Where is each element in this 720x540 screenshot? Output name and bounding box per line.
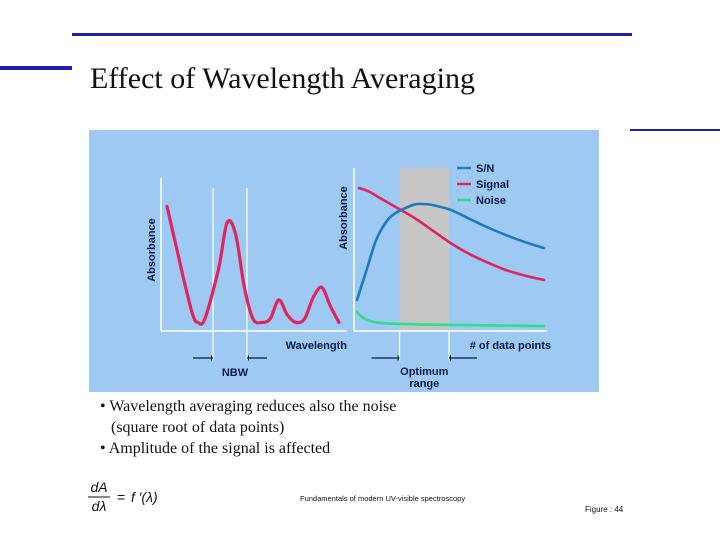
spectrum-line xyxy=(165,204,341,326)
nbw-arrowhead-right xyxy=(247,354,249,362)
right-rule xyxy=(630,129,720,131)
left-x-axis-label: Wavelength xyxy=(286,340,348,352)
optimum-label-line: range xyxy=(409,378,439,390)
left-y-axis-label: Absorbance xyxy=(146,218,158,282)
svg-text:f ′(λ): f ′(λ) xyxy=(131,489,158,505)
bullet-1-continued: (square root of data points) xyxy=(111,419,285,436)
right-x-axis-label: # of data points xyxy=(470,340,551,352)
legend-label-signal: Signal xyxy=(476,179,509,191)
legend-label-sn: S/N xyxy=(476,163,494,175)
left-chart: Absorbance Wavelength NBW xyxy=(146,178,347,379)
slide-title: Effect of Wavelength Averaging xyxy=(90,62,475,95)
figure-number: Figure : 44 xyxy=(585,505,624,514)
left-rule xyxy=(0,66,72,70)
spectroscopy-figure: Absorbance Wavelength NBW Absorbance # o… xyxy=(89,130,599,392)
right-chart: Absorbance # of data points Optimum range… xyxy=(338,163,551,390)
legend-label-noise: Noise xyxy=(476,195,506,207)
optimum-range-band xyxy=(399,168,449,331)
nbw-arrowhead-left xyxy=(211,354,213,362)
optimum-label-line: Optimum xyxy=(400,366,448,378)
noise-line xyxy=(355,310,546,328)
bullet-2: • Amplitude of the signal is affected xyxy=(100,440,331,457)
figure-background xyxy=(89,130,599,392)
footer-note: Fundamentals of modern UV-visible spectr… xyxy=(300,494,466,503)
optimum-arrowhead-left xyxy=(397,354,400,362)
right-y-axis-label: Absorbance xyxy=(338,186,350,250)
derivative-formula: dA dλ = f ′(λ) xyxy=(88,479,158,514)
optimum-arrowhead-right xyxy=(449,354,451,362)
svg-text:=: = xyxy=(117,489,125,505)
signal-line xyxy=(357,186,546,282)
sn-line xyxy=(355,202,546,302)
svg-text:dλ: dλ xyxy=(92,498,107,514)
top-rule xyxy=(72,33,632,36)
optimum-range-label: Optimum range xyxy=(400,366,448,390)
nbw-label: NBW xyxy=(222,367,249,379)
svg-text:dA: dA xyxy=(90,479,107,495)
legend: S/N Signal Noise xyxy=(457,163,509,207)
bullet-1: • Wavelength averaging reduces also the … xyxy=(100,398,397,415)
